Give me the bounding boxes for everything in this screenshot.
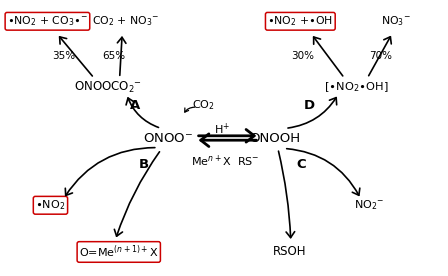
Text: NO$_2$$^{-}$: NO$_2$$^{-}$ <box>354 198 384 212</box>
Text: ONOOCO$_2$$^{-}$: ONOOCO$_2$$^{-}$ <box>74 80 142 95</box>
Text: NO$_3$$^{-}$: NO$_3$$^{-}$ <box>381 14 410 28</box>
Text: ONOOH: ONOOH <box>249 131 300 145</box>
Text: 30%: 30% <box>291 51 314 61</box>
Text: $\mathbf{C}$: $\mathbf{C}$ <box>296 158 306 171</box>
Text: CO$_2$: CO$_2$ <box>192 98 215 112</box>
Text: [$\bullet$NO$_2$$\bullet$OH]: [$\bullet$NO$_2$$\bullet$OH] <box>324 80 389 94</box>
Text: Me$^{n+}$X: Me$^{n+}$X <box>191 154 232 169</box>
Text: $\bullet$NO$_2$ + CO$_3$$\bullet$$^{-}$: $\bullet$NO$_2$ + CO$_3$$\bullet$$^{-}$ <box>7 14 88 28</box>
Text: 35%: 35% <box>52 51 75 61</box>
Text: $\mathbf{B}$: $\mathbf{B}$ <box>138 158 150 171</box>
Text: 65%: 65% <box>102 51 125 61</box>
Text: O=Me$^{(n+1)+}$X: O=Me$^{(n+1)+}$X <box>79 244 159 260</box>
Text: $\bullet$NO$_2$: $\bullet$NO$_2$ <box>35 198 65 212</box>
Text: $\mathbf{D}$: $\mathbf{D}$ <box>303 99 315 112</box>
Text: ONOO$^{-}$: ONOO$^{-}$ <box>143 131 194 145</box>
Text: $\bullet$NO$_2$ +$\bullet$OH: $\bullet$NO$_2$ +$\bullet$OH <box>267 14 333 28</box>
Text: RS$^{-}$: RS$^{-}$ <box>237 155 260 167</box>
Text: 70%: 70% <box>369 51 392 61</box>
Text: RSOH: RSOH <box>273 245 306 258</box>
Text: $\mathbf{A}$: $\mathbf{A}$ <box>129 99 141 112</box>
Text: CO$_2$ + NO$_3$$^{-}$: CO$_2$ + NO$_3$$^{-}$ <box>92 14 159 28</box>
Text: H$^{+}$: H$^{+}$ <box>214 122 230 137</box>
